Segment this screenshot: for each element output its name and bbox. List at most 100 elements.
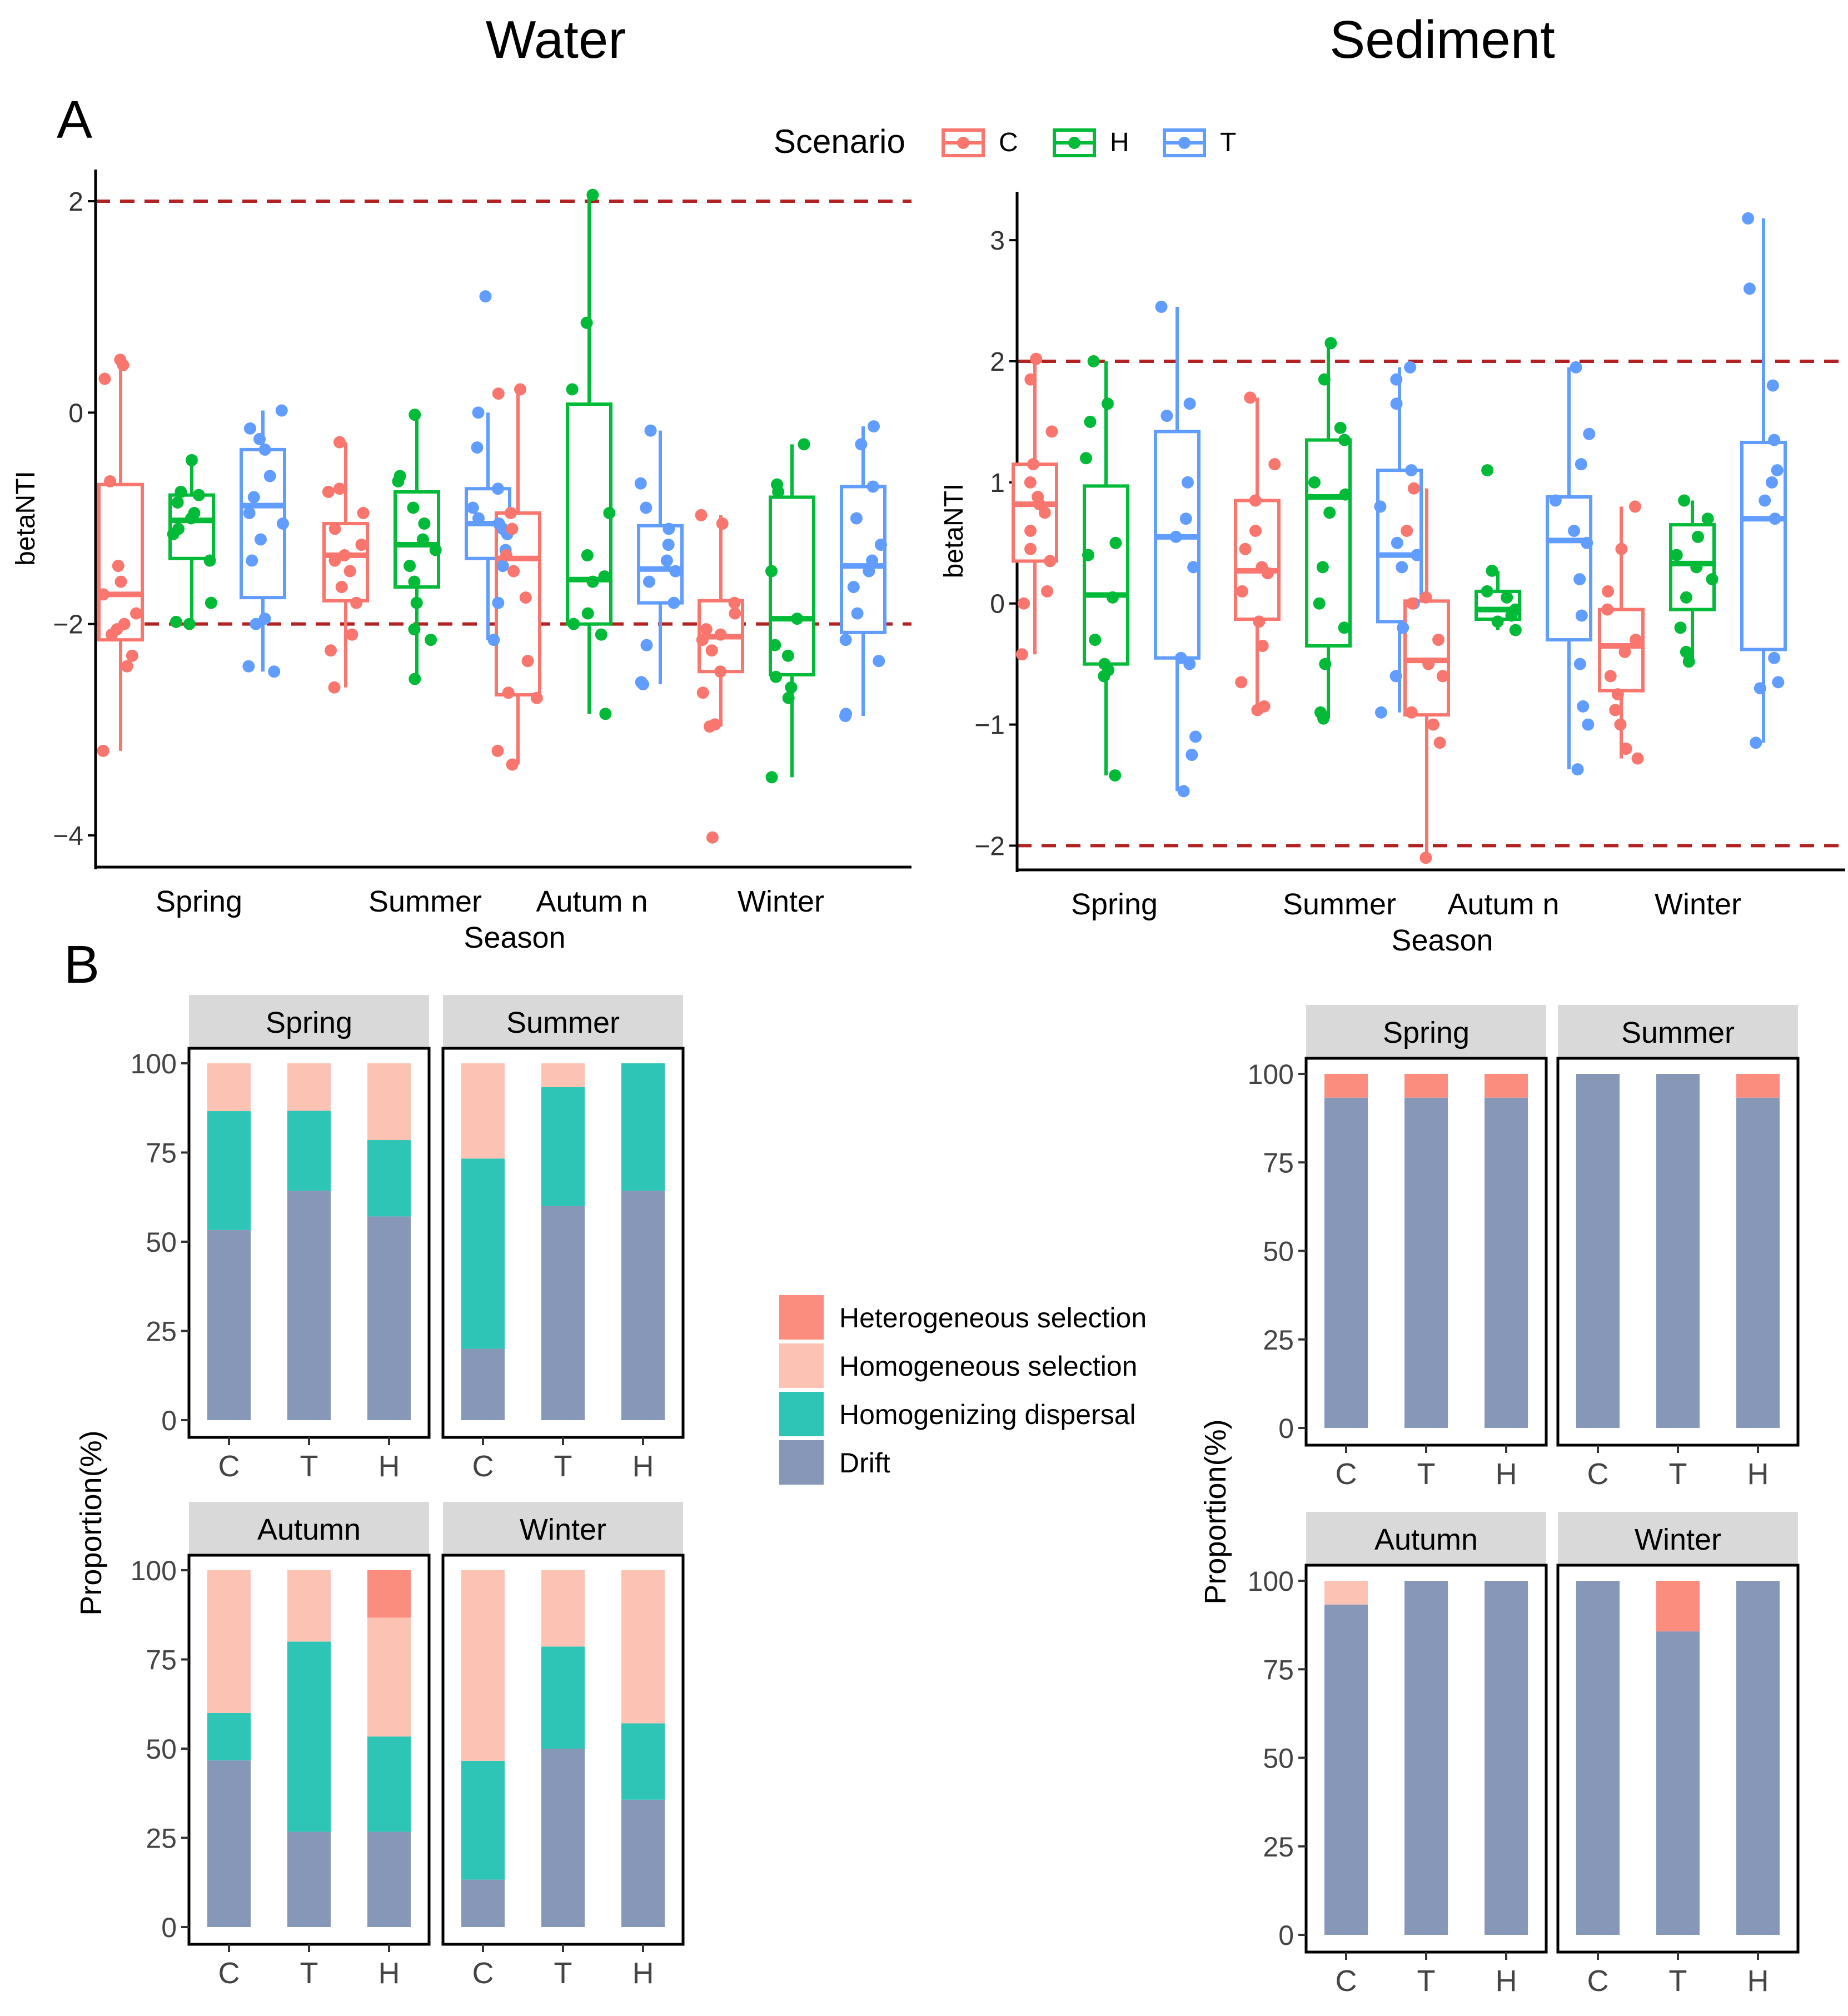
data-point (765, 565, 778, 578)
data-point (855, 438, 868, 451)
data-point (243, 422, 256, 435)
facet-summer: Summer C T H (441, 995, 685, 1483)
data-point (706, 831, 719, 844)
data-point (847, 581, 860, 594)
data-point (1631, 752, 1644, 765)
data-point (1236, 585, 1248, 598)
legend-item-T: T (1163, 128, 1236, 157)
data-point (104, 475, 117, 487)
data-point (253, 432, 266, 445)
bar-segment (621, 1799, 665, 1927)
box-body (1740, 440, 1787, 651)
data-point (1571, 763, 1584, 776)
y-tick-label: 2 (990, 347, 1005, 377)
data-point (1038, 506, 1051, 519)
data-point (1481, 585, 1493, 598)
data-point (1374, 706, 1387, 719)
data-point (1015, 648, 1028, 661)
data-point (1249, 525, 1262, 537)
data-point (567, 618, 580, 630)
data-point (1768, 651, 1781, 664)
x-tick-label: T (300, 1450, 318, 1483)
data-point (580, 316, 593, 329)
data-point (873, 655, 885, 668)
y-tick-label: −2 (53, 610, 83, 640)
data-point (254, 533, 267, 546)
data-point (867, 420, 880, 433)
data-point (98, 372, 111, 385)
data-point (1505, 609, 1518, 622)
data-point (1407, 482, 1420, 495)
x-tick-label: T (300, 1957, 318, 1990)
data-point (1481, 464, 1494, 477)
facet-autumn: Autumn 0 25 50 75 100 C T H (131, 1502, 431, 1990)
data-point (506, 522, 519, 535)
legend-item-dispersal: Homogenizing dispersal (779, 1392, 1136, 1436)
bar-segment (1656, 1581, 1700, 1632)
data-point (696, 686, 709, 699)
box-spring-T (1154, 306, 1201, 792)
data-point (1691, 530, 1704, 543)
facet-winter: Winter C T H (1556, 1512, 1800, 1998)
data-point (1183, 658, 1196, 670)
y-tick-label: 100 (131, 1555, 177, 1586)
bar-segment (287, 1063, 331, 1111)
data-point (1491, 615, 1504, 628)
data-point (1391, 536, 1403, 549)
data-point (416, 533, 429, 546)
data-point (1570, 361, 1582, 374)
data-point (250, 618, 262, 630)
bar-segment (541, 1087, 585, 1206)
legend-label: Homogeneous selection (839, 1351, 1137, 1382)
data-point (839, 710, 852, 723)
data-point (404, 560, 416, 573)
data-point (581, 549, 594, 562)
legend-item-heterogeneous: Heterogeneous selection (779, 1295, 1147, 1340)
bar-segment (461, 1879, 505, 1927)
data-point (325, 644, 337, 657)
data-point (1674, 621, 1687, 634)
data-point (506, 758, 519, 771)
y-tick-label: 75 (1263, 1147, 1294, 1178)
data-point (1581, 536, 1593, 549)
data-point (1177, 785, 1190, 798)
data-point (1313, 597, 1326, 610)
bar-segment (1324, 1604, 1368, 1935)
facet-strip (443, 995, 683, 1048)
data-point (798, 438, 810, 451)
data-point (205, 596, 217, 609)
data-point (357, 506, 370, 519)
data-point (114, 575, 127, 588)
data-point (839, 634, 852, 646)
bar-segment (207, 1713, 251, 1761)
data-point (781, 649, 794, 662)
bar-segment (1656, 1631, 1700, 1935)
data-point (598, 570, 611, 583)
data-point (1308, 476, 1321, 489)
box-summer-H (1305, 343, 1352, 719)
data-point (1701, 512, 1714, 525)
bar-segment (1485, 1581, 1528, 1935)
data-point (1436, 670, 1449, 683)
data-point (1772, 676, 1785, 689)
data-point (1614, 718, 1627, 731)
data-point (581, 607, 594, 620)
data-point (407, 501, 420, 514)
y-tick-label: 50 (1263, 1236, 1294, 1267)
facet-strip (1306, 1005, 1546, 1058)
data-point (850, 512, 863, 525)
y-tick-label: 50 (146, 1734, 177, 1765)
data-point (1630, 634, 1642, 646)
box-body (637, 524, 684, 605)
data-point (716, 517, 729, 530)
x-tick-label: Summer (368, 885, 482, 918)
data-point (1338, 434, 1351, 446)
bar-segment (461, 1158, 505, 1349)
data-point (392, 475, 405, 487)
data-point (1024, 373, 1037, 386)
data-point (765, 771, 778, 784)
data-point (1044, 555, 1057, 568)
facet-spring: Spring 0 25 50 75 100 C T H (1248, 1005, 1548, 1491)
bar-segment (1485, 1074, 1528, 1098)
legend-key-dot (1178, 137, 1191, 149)
